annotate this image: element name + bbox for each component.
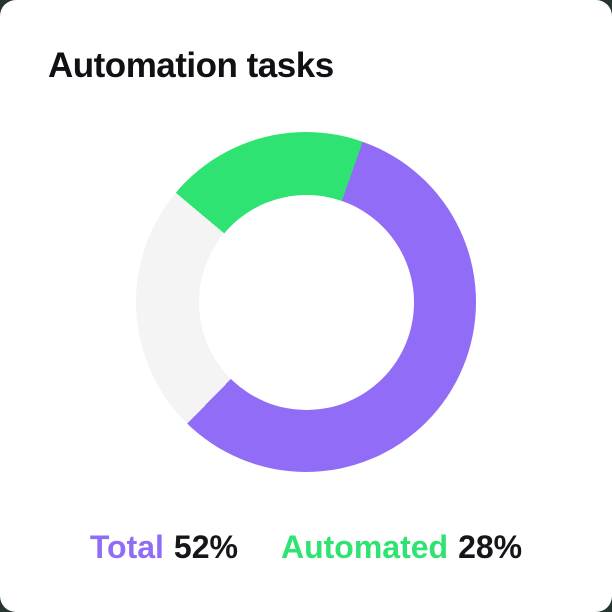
legend-item-automated: Automated 28% xyxy=(281,529,522,565)
donut-chart xyxy=(136,132,476,472)
legend-value-total: 52% xyxy=(173,529,238,565)
legend-label-total: Total xyxy=(89,529,164,565)
card-title: Automation tasks xyxy=(48,46,334,85)
donut-hole xyxy=(198,194,414,410)
chart-legend: Total 52% Automated 28% xyxy=(0,529,612,565)
legend-value-automated: 28% xyxy=(458,529,523,565)
legend-item-total: Total 52% xyxy=(90,529,238,565)
legend-label-automated: Automated xyxy=(280,529,449,565)
